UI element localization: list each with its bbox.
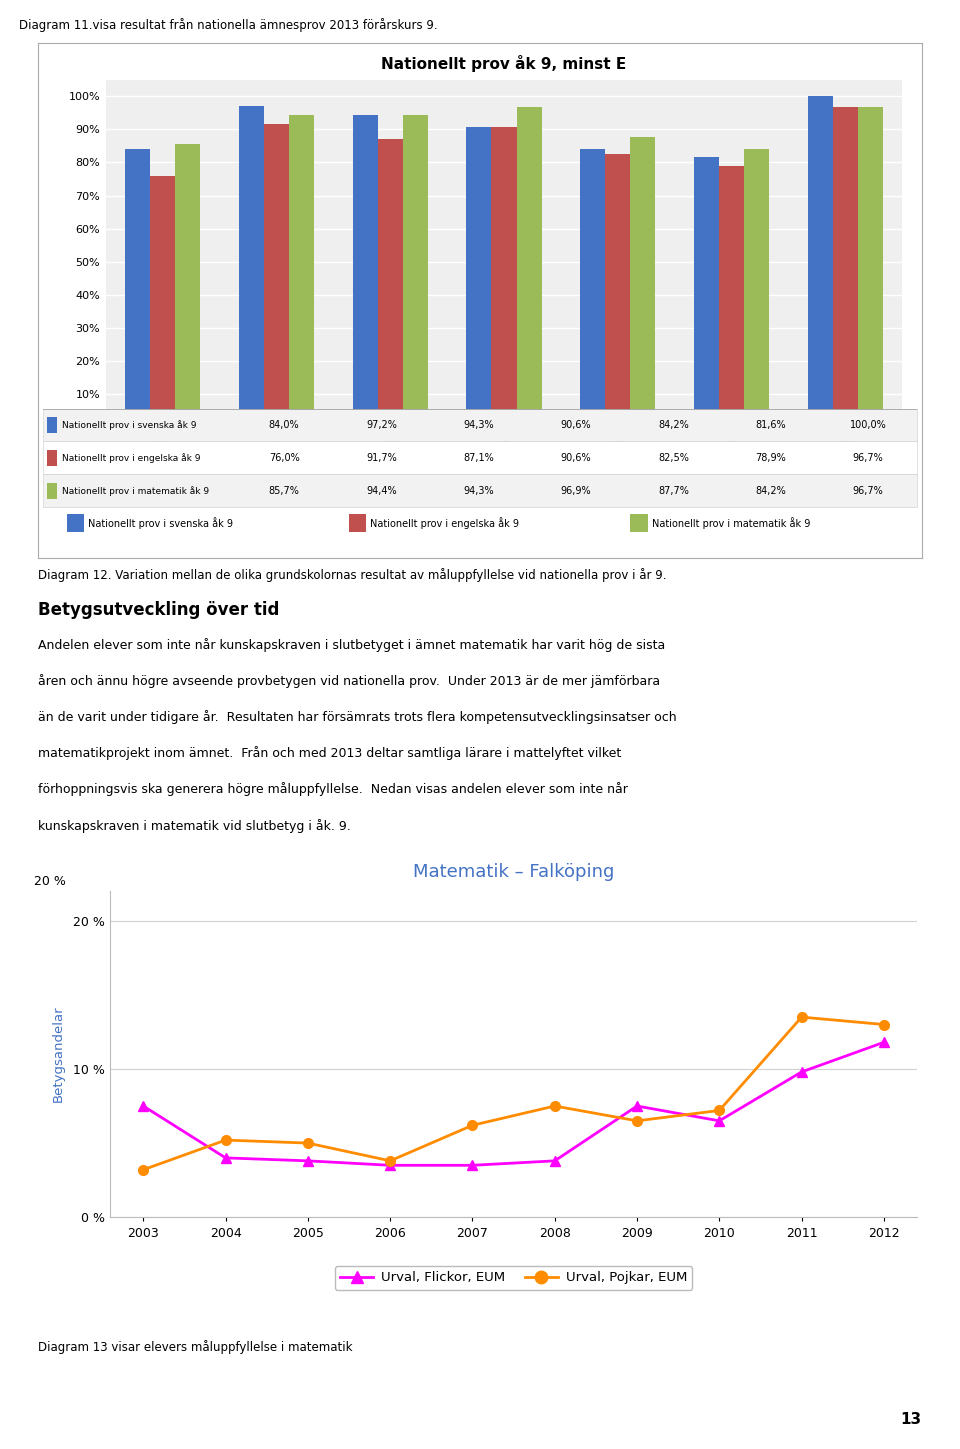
Text: 94,3%: 94,3% [464, 485, 494, 496]
Urval, Flickor, EUM [878, 1033, 890, 1051]
Text: 84,0%: 84,0% [269, 420, 300, 430]
Text: 90,6%: 90,6% [561, 454, 591, 462]
Text: Diagram 13 visar elevers måluppfyllelse i matematik: Diagram 13 visar elevers måluppfyllelse … [38, 1340, 353, 1355]
Bar [808, 96, 833, 427]
Line: Urval, Pojkar, EUM: Urval, Pojkar, EUM [138, 1013, 889, 1175]
Text: 87,7%: 87,7% [658, 485, 689, 496]
Text: Nationellt prov i matematik åk 9: Nationellt prov i matematik åk 9 [61, 485, 208, 496]
Line: Urval, Flickor, EUM: Urval, Flickor, EUM [138, 1037, 889, 1171]
Urval, Flickor, EUM [302, 1152, 314, 1169]
Text: 84,2%: 84,2% [658, 420, 689, 430]
Text: 84,2%: 84,2% [756, 485, 786, 496]
Bar [47, 449, 58, 467]
Bar [719, 167, 744, 427]
Urval, Flickor, EUM [632, 1097, 643, 1114]
Text: 20 %: 20 % [34, 875, 65, 888]
Urval, Flickor, EUM [713, 1113, 725, 1130]
Text: kunskapskraven i matematik vid slutbetyg i åk. 9.: kunskapskraven i matematik vid slutbetyg… [38, 819, 351, 833]
Text: Betygsutveckling över tid: Betygsutveckling över tid [38, 601, 279, 619]
Legend: Urval, Flickor, EUM, Urval, Pojkar, EUM: Urval, Flickor, EUM, Urval, Pojkar, EUM [335, 1266, 692, 1290]
Bar [631, 138, 656, 427]
Urval, Pojkar, EUM [384, 1152, 396, 1169]
Text: 96,9%: 96,9% [561, 485, 591, 496]
Bar [744, 149, 769, 427]
Urval, Pojkar, EUM [713, 1101, 725, 1119]
Bar [580, 149, 606, 427]
Urval, Pojkar, EUM [220, 1132, 231, 1149]
Title: Matematik – Falköping: Matematik – Falköping [413, 864, 614, 881]
Text: 78,9%: 78,9% [756, 454, 786, 462]
Bar [125, 149, 150, 427]
Bar [150, 175, 175, 427]
Bar [47, 417, 58, 433]
Urval, Flickor, EUM [220, 1149, 231, 1166]
Bar [352, 114, 377, 427]
Text: 100,0%: 100,0% [850, 420, 886, 430]
Urval, Flickor, EUM [467, 1156, 478, 1174]
Text: 13: 13 [900, 1413, 922, 1427]
Text: Diagram 12. Variation mellan de olika grundskolornas resultat av måluppfyllelse : Diagram 12. Variation mellan de olika gr… [38, 568, 667, 582]
Text: åren och ännu högre avseende provbetygen vid nationella prov.  Under 2013 är de : åren och ännu högre avseende provbetygen… [38, 674, 660, 688]
Text: Nationellt prov i matematik åk 9: Nationellt prov i matematik åk 9 [652, 517, 810, 529]
Bar [47, 483, 58, 498]
Urval, Pojkar, EUM [796, 1009, 807, 1026]
Bar [402, 114, 428, 427]
Text: Nationellt prov i svenska åk 9: Nationellt prov i svenska åk 9 [61, 420, 196, 430]
Title: Nationellt prov åk 9, minst E: Nationellt prov åk 9, minst E [381, 55, 627, 71]
Urval, Pojkar, EUM [467, 1117, 478, 1135]
Text: förhoppningsvis ska generera högre måluppfyllelse.  Nedan visas andelen elever s: förhoppningsvis ska generera högre målup… [38, 782, 628, 797]
Urval, Flickor, EUM [796, 1064, 807, 1081]
Bar [694, 156, 719, 427]
Text: 81,6%: 81,6% [756, 420, 786, 430]
Text: 90,6%: 90,6% [561, 420, 591, 430]
Text: 85,7%: 85,7% [269, 485, 300, 496]
Text: 76,0%: 76,0% [269, 454, 300, 462]
Bar [43, 442, 917, 474]
Text: 91,7%: 91,7% [366, 454, 396, 462]
Bar [858, 107, 883, 427]
Text: 87,1%: 87,1% [464, 454, 494, 462]
Text: 94,3%: 94,3% [464, 420, 494, 430]
Text: än de varit under tidigare år.  Resultaten har försämrats trots flera kompetensu: än de varit under tidigare år. Resultate… [38, 710, 677, 724]
Bar [833, 107, 858, 427]
Text: Nationellt prov i engelska åk 9: Nationellt prov i engelska åk 9 [61, 454, 200, 462]
Text: Nationellt prov i engelska åk 9: Nationellt prov i engelska åk 9 [370, 517, 519, 529]
Bar [377, 139, 402, 427]
Urval, Flickor, EUM [384, 1156, 396, 1174]
Bar [516, 107, 541, 427]
Bar [492, 128, 516, 427]
Bar [606, 154, 631, 427]
Y-axis label: Betygsandelar: Betygsandelar [52, 1006, 64, 1103]
Urval, Pojkar, EUM [632, 1113, 643, 1130]
Text: 97,2%: 97,2% [366, 420, 396, 430]
Urval, Pojkar, EUM [549, 1097, 561, 1114]
Text: 96,7%: 96,7% [852, 454, 883, 462]
Bar [239, 106, 264, 427]
Urval, Pojkar, EUM [878, 1016, 890, 1033]
Text: 96,7%: 96,7% [852, 485, 883, 496]
Text: 94,4%: 94,4% [366, 485, 396, 496]
Urval, Pojkar, EUM [302, 1135, 314, 1152]
Bar [264, 123, 289, 427]
Text: Andelen elever som inte når kunskapskraven i slutbetyget i ämnet matematik har v: Andelen elever som inte når kunskapskrav… [38, 638, 665, 652]
Text: Diagram 11.visa resultat från nationella ämnesprov 2013 förårskurs 9.: Diagram 11.visa resultat från nationella… [19, 17, 438, 32]
Text: Nationellt prov i svenska åk 9: Nationellt prov i svenska åk 9 [88, 517, 233, 529]
Urval, Pojkar, EUM [137, 1161, 149, 1178]
Text: 82,5%: 82,5% [658, 454, 689, 462]
Bar [467, 128, 492, 427]
Bar [43, 474, 917, 507]
Bar [43, 409, 917, 442]
Bar [289, 114, 314, 427]
Bar [175, 143, 200, 427]
Urval, Flickor, EUM [549, 1152, 561, 1169]
Text: matematikprojekt inom ämnet.  Från och med 2013 deltar samtliga lärare i mattely: matematikprojekt inom ämnet. Från och me… [38, 746, 622, 761]
Urval, Flickor, EUM [137, 1097, 149, 1114]
